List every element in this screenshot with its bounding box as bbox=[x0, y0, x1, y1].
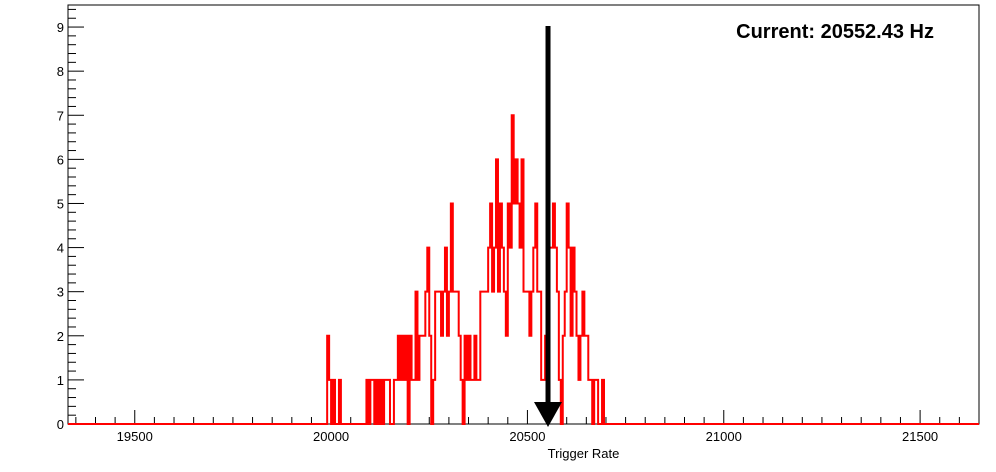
x-tick-label: 19500 bbox=[117, 429, 153, 444]
y-tick-label: 9 bbox=[57, 20, 64, 35]
y-tick-label: 5 bbox=[57, 196, 64, 211]
current-rate-arrow bbox=[534, 26, 563, 427]
plot-frame bbox=[67, 4, 980, 425]
y-tick-label: 0 bbox=[57, 417, 64, 432]
y-tick-label: 4 bbox=[57, 241, 64, 256]
y-tick-label: 6 bbox=[57, 152, 64, 167]
x-axis: 19500 20000 20500 21000 21500 bbox=[75, 410, 980, 444]
y-tick-label: 2 bbox=[57, 329, 64, 344]
x-tick-label: 20500 bbox=[509, 429, 545, 444]
histogram-series bbox=[68, 114, 979, 425]
x-tick-label: 21500 bbox=[902, 429, 938, 444]
histogram-step-line bbox=[68, 114, 979, 425]
x-axis-title: Trigger Rate bbox=[548, 446, 620, 461]
x-tick-label: 20000 bbox=[313, 429, 349, 444]
arrow-head bbox=[534, 402, 563, 427]
y-tick-label: 1 bbox=[57, 373, 64, 388]
plot-frame-rect bbox=[67, 4, 980, 425]
x-tick-label: 21000 bbox=[706, 429, 742, 444]
current-rate-annotation: Current: 20552.43 Hz bbox=[736, 21, 934, 43]
y-tick-label: 3 bbox=[57, 285, 64, 300]
y-tick-label: 7 bbox=[57, 108, 64, 123]
y-axis: 0 1 2 3 4 5 6 7 8 9 bbox=[57, 8, 84, 432]
y-tick-label: 8 bbox=[57, 64, 64, 79]
